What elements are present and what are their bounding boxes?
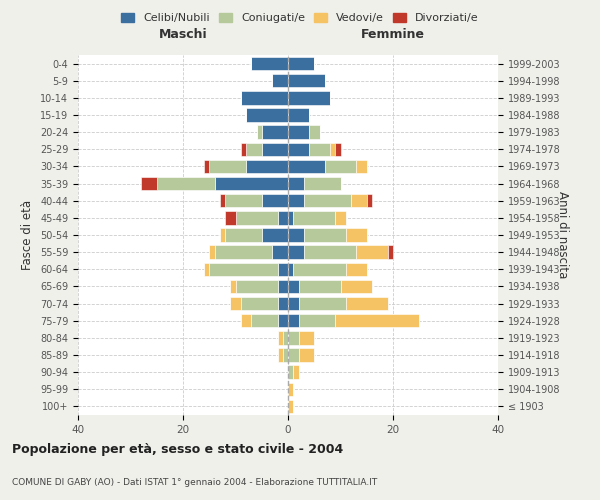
Bar <box>230 297 241 310</box>
Bar <box>257 126 262 139</box>
Bar <box>277 314 288 328</box>
Bar <box>215 246 272 259</box>
Bar <box>288 331 299 344</box>
Bar <box>272 246 288 259</box>
Bar <box>277 331 283 344</box>
Text: Femmine: Femmine <box>361 28 425 42</box>
Bar <box>335 314 419 328</box>
Bar <box>288 177 304 190</box>
Bar <box>141 177 157 190</box>
Bar <box>215 177 288 190</box>
Bar <box>335 211 346 224</box>
Bar <box>330 142 335 156</box>
Bar <box>288 348 299 362</box>
Bar <box>346 262 367 276</box>
Bar <box>241 142 246 156</box>
Bar <box>288 91 330 104</box>
Bar <box>246 142 262 156</box>
Bar <box>241 91 288 104</box>
Bar <box>288 194 304 207</box>
Bar <box>246 108 288 122</box>
Bar <box>277 348 283 362</box>
Bar <box>262 126 288 139</box>
Bar <box>356 246 388 259</box>
Bar <box>209 246 215 259</box>
Bar <box>293 211 335 224</box>
Bar <box>288 262 293 276</box>
Bar <box>304 194 351 207</box>
Text: Popolazione per età, sesso e stato civile - 2004: Popolazione per età, sesso e stato civil… <box>12 442 343 456</box>
Bar <box>288 108 309 122</box>
Bar <box>346 297 388 310</box>
Bar <box>262 194 288 207</box>
Bar <box>277 297 288 310</box>
Bar <box>251 57 288 70</box>
Bar <box>299 314 335 328</box>
Bar <box>235 211 277 224</box>
Bar <box>341 280 372 293</box>
Bar <box>299 331 314 344</box>
Bar <box>304 246 356 259</box>
Bar <box>283 348 288 362</box>
Bar <box>388 246 393 259</box>
Bar <box>246 160 288 173</box>
Bar <box>209 262 277 276</box>
Bar <box>351 194 367 207</box>
Bar <box>288 382 293 396</box>
Bar <box>299 297 346 310</box>
Bar <box>277 262 288 276</box>
Bar <box>288 314 299 328</box>
Bar <box>293 366 299 379</box>
Bar <box>209 160 246 173</box>
Y-axis label: Anni di nascita: Anni di nascita <box>556 192 569 278</box>
Bar <box>288 160 325 173</box>
Bar <box>277 211 288 224</box>
Bar <box>367 194 372 207</box>
Bar <box>309 142 330 156</box>
Bar <box>225 211 235 224</box>
Bar <box>288 74 325 88</box>
Bar <box>288 228 304 241</box>
Bar <box>288 142 309 156</box>
Bar <box>262 142 288 156</box>
Bar <box>346 228 367 241</box>
Bar <box>299 280 341 293</box>
Y-axis label: Fasce di età: Fasce di età <box>22 200 34 270</box>
Bar <box>288 400 293 413</box>
Bar <box>288 57 314 70</box>
Bar <box>235 280 277 293</box>
Bar <box>283 331 288 344</box>
Bar <box>157 177 215 190</box>
Bar <box>241 314 251 328</box>
Bar <box>299 348 314 362</box>
Bar <box>220 228 225 241</box>
Bar <box>335 142 341 156</box>
Bar <box>309 126 320 139</box>
Bar <box>288 126 309 139</box>
Text: Maschi: Maschi <box>158 28 208 42</box>
Bar <box>288 211 293 224</box>
Bar <box>288 246 304 259</box>
Bar <box>225 194 262 207</box>
Bar <box>272 74 288 88</box>
Text: COMUNE DI GABY (AO) - Dati ISTAT 1° gennaio 2004 - Elaborazione TUTTITALIA.IT: COMUNE DI GABY (AO) - Dati ISTAT 1° genn… <box>12 478 377 487</box>
Bar <box>230 280 235 293</box>
Bar <box>325 160 356 173</box>
Bar <box>288 366 293 379</box>
Bar <box>277 280 288 293</box>
Bar <box>304 177 341 190</box>
Bar <box>241 297 277 310</box>
Bar <box>251 314 277 328</box>
Bar <box>204 262 209 276</box>
Bar <box>220 194 225 207</box>
Bar <box>356 160 367 173</box>
Bar <box>293 262 346 276</box>
Bar <box>288 280 299 293</box>
Legend: Celibi/Nubili, Coniugati/e, Vedovi/e, Divorziati/e: Celibi/Nubili, Coniugati/e, Vedovi/e, Di… <box>117 8 483 28</box>
Bar <box>225 228 262 241</box>
Bar <box>288 297 299 310</box>
Bar <box>304 228 346 241</box>
Bar <box>204 160 209 173</box>
Bar <box>262 228 288 241</box>
